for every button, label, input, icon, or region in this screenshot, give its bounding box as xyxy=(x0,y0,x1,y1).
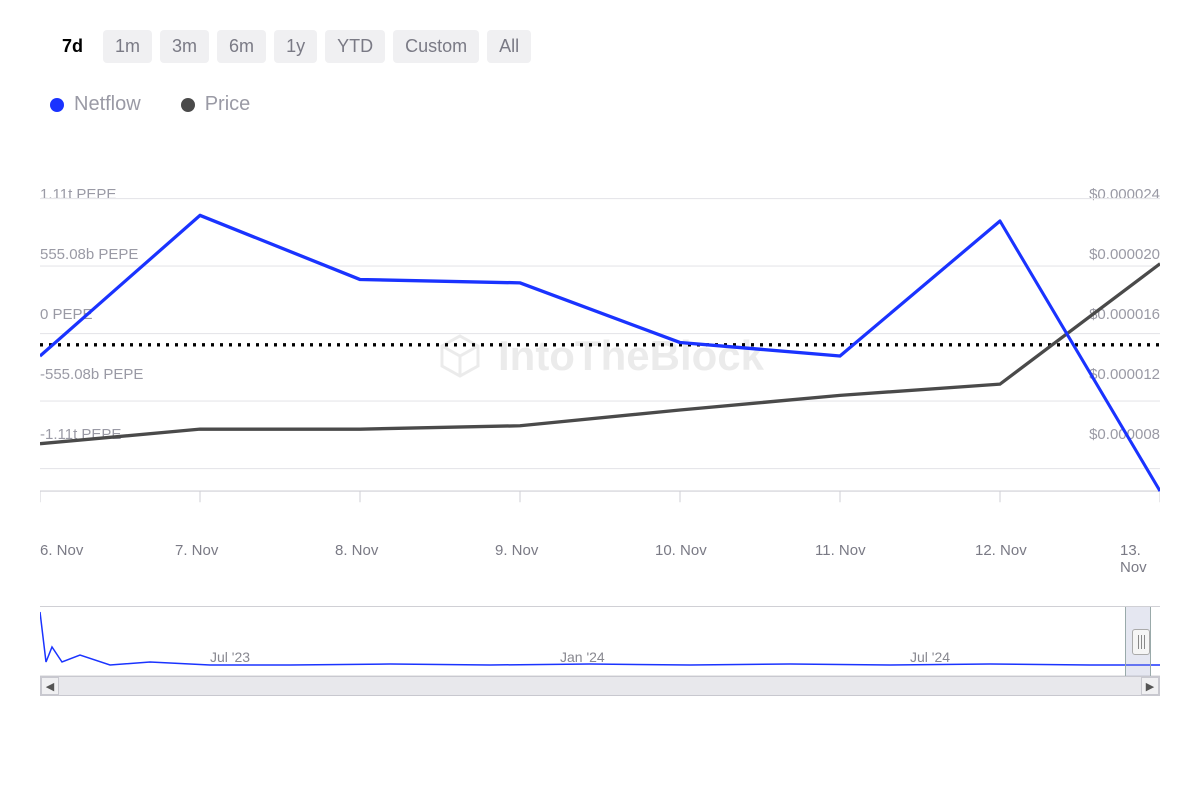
main-chart: IntoTheBlock 1.11t PEPE555.08b PEPE0 PEP… xyxy=(40,176,1160,536)
x-tick-label: 6. Nov xyxy=(40,542,83,559)
time-range-tabs: 7d1m3m6m1yYTDCustomAll xyxy=(50,30,1160,63)
x-axis: 6. Nov 7. Nov 8. Nov 9. Nov 10. Nov 11. Nov 12… xyxy=(40,542,1160,562)
navigator-sparkline xyxy=(40,607,1160,677)
legend-item-netflow[interactable]: Netflow xyxy=(50,93,141,116)
x-tick-label: 9. Nov xyxy=(495,542,538,559)
range-tab-1m[interactable]: 1m xyxy=(103,30,152,63)
navigator-scroll-right[interactable]: ▶ xyxy=(1141,677,1159,695)
navigator-handle[interactable] xyxy=(1132,629,1150,655)
x-tick-label: 11. Nov xyxy=(815,542,866,559)
navigator-x-label: Jul '24 xyxy=(910,649,950,665)
x-tick-label: 7. Nov xyxy=(175,542,218,559)
time-navigator[interactable]: Jul '23 Jan '24 Jul '24 ◀ ▶ xyxy=(40,606,1160,696)
legend-item-price[interactable]: Price xyxy=(181,93,251,116)
range-tab-all[interactable]: All xyxy=(487,30,531,63)
range-tab-1y[interactable]: 1y xyxy=(274,30,317,63)
chart-plot xyxy=(40,176,1160,536)
range-tab-7d[interactable]: 7d xyxy=(50,30,95,63)
legend-dot-icon xyxy=(181,98,195,112)
legend-dot-icon xyxy=(50,98,64,112)
navigator-x-label: Jul '23 xyxy=(210,649,250,665)
chart-legend: Netflow Price xyxy=(50,93,1160,116)
x-tick-label: 13. Nov xyxy=(1120,542,1160,576)
navigator-scroll-left[interactable]: ◀ xyxy=(41,677,59,695)
range-tab-6m[interactable]: 6m xyxy=(217,30,266,63)
navigator-scrollbar[interactable]: ◀ ▶ xyxy=(40,676,1160,696)
x-tick-label: 12. Nov xyxy=(975,542,1027,559)
range-tab-custom[interactable]: Custom xyxy=(393,30,479,63)
legend-label: Netflow xyxy=(74,93,141,116)
range-tab-ytd[interactable]: YTD xyxy=(325,30,385,63)
x-tick-label: 8. Nov xyxy=(335,542,378,559)
x-tick-label: 10. Nov xyxy=(655,542,707,559)
navigator-x-label: Jan '24 xyxy=(560,649,605,665)
legend-label: Price xyxy=(205,93,251,116)
range-tab-3m[interactable]: 3m xyxy=(160,30,209,63)
